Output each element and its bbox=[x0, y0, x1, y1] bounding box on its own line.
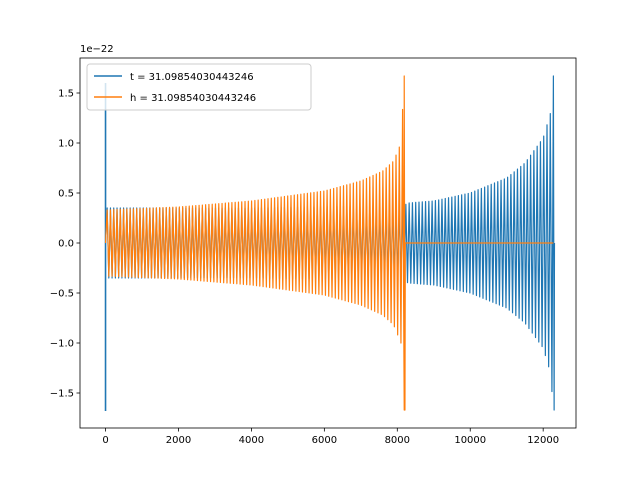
y-tick-label: −0.5 bbox=[50, 289, 74, 300]
x-tick-label: 12000 bbox=[527, 435, 559, 446]
x-tick-label: 0 bbox=[102, 435, 108, 446]
x-tick-label: 4000 bbox=[239, 435, 264, 446]
x-tick-label: 10000 bbox=[454, 435, 486, 446]
y-tick-label: 0.5 bbox=[58, 189, 74, 200]
y-tick-label: −1.5 bbox=[50, 389, 74, 400]
x-tick-label: 8000 bbox=[385, 435, 410, 446]
y-offset-label: 1e−22 bbox=[80, 44, 114, 55]
legend-label-h: h = 31.09854030443246 bbox=[130, 93, 256, 104]
legend: t = 31.09854030443246 h = 31.09854030443… bbox=[86, 63, 312, 111]
y-tick-label: 1.0 bbox=[58, 139, 74, 150]
legend-frame bbox=[86, 63, 312, 111]
y-axis: −1.5 −1.0 −0.5 0.0 0.5 1.0 1.5 bbox=[50, 89, 80, 400]
y-tick-label: −1.0 bbox=[50, 339, 74, 350]
x-axis: 0 2000 4000 6000 8000 10000 12000 bbox=[102, 428, 559, 446]
legend-label-t: t = 31.09854030443246 bbox=[130, 72, 254, 83]
y-tick-label: 0.0 bbox=[58, 239, 74, 250]
y-tick-label: 1.5 bbox=[58, 89, 74, 100]
series-h-line bbox=[104, 75, 554, 411]
x-tick-label: 2000 bbox=[166, 435, 191, 446]
x-tick-label: 6000 bbox=[312, 435, 337, 446]
